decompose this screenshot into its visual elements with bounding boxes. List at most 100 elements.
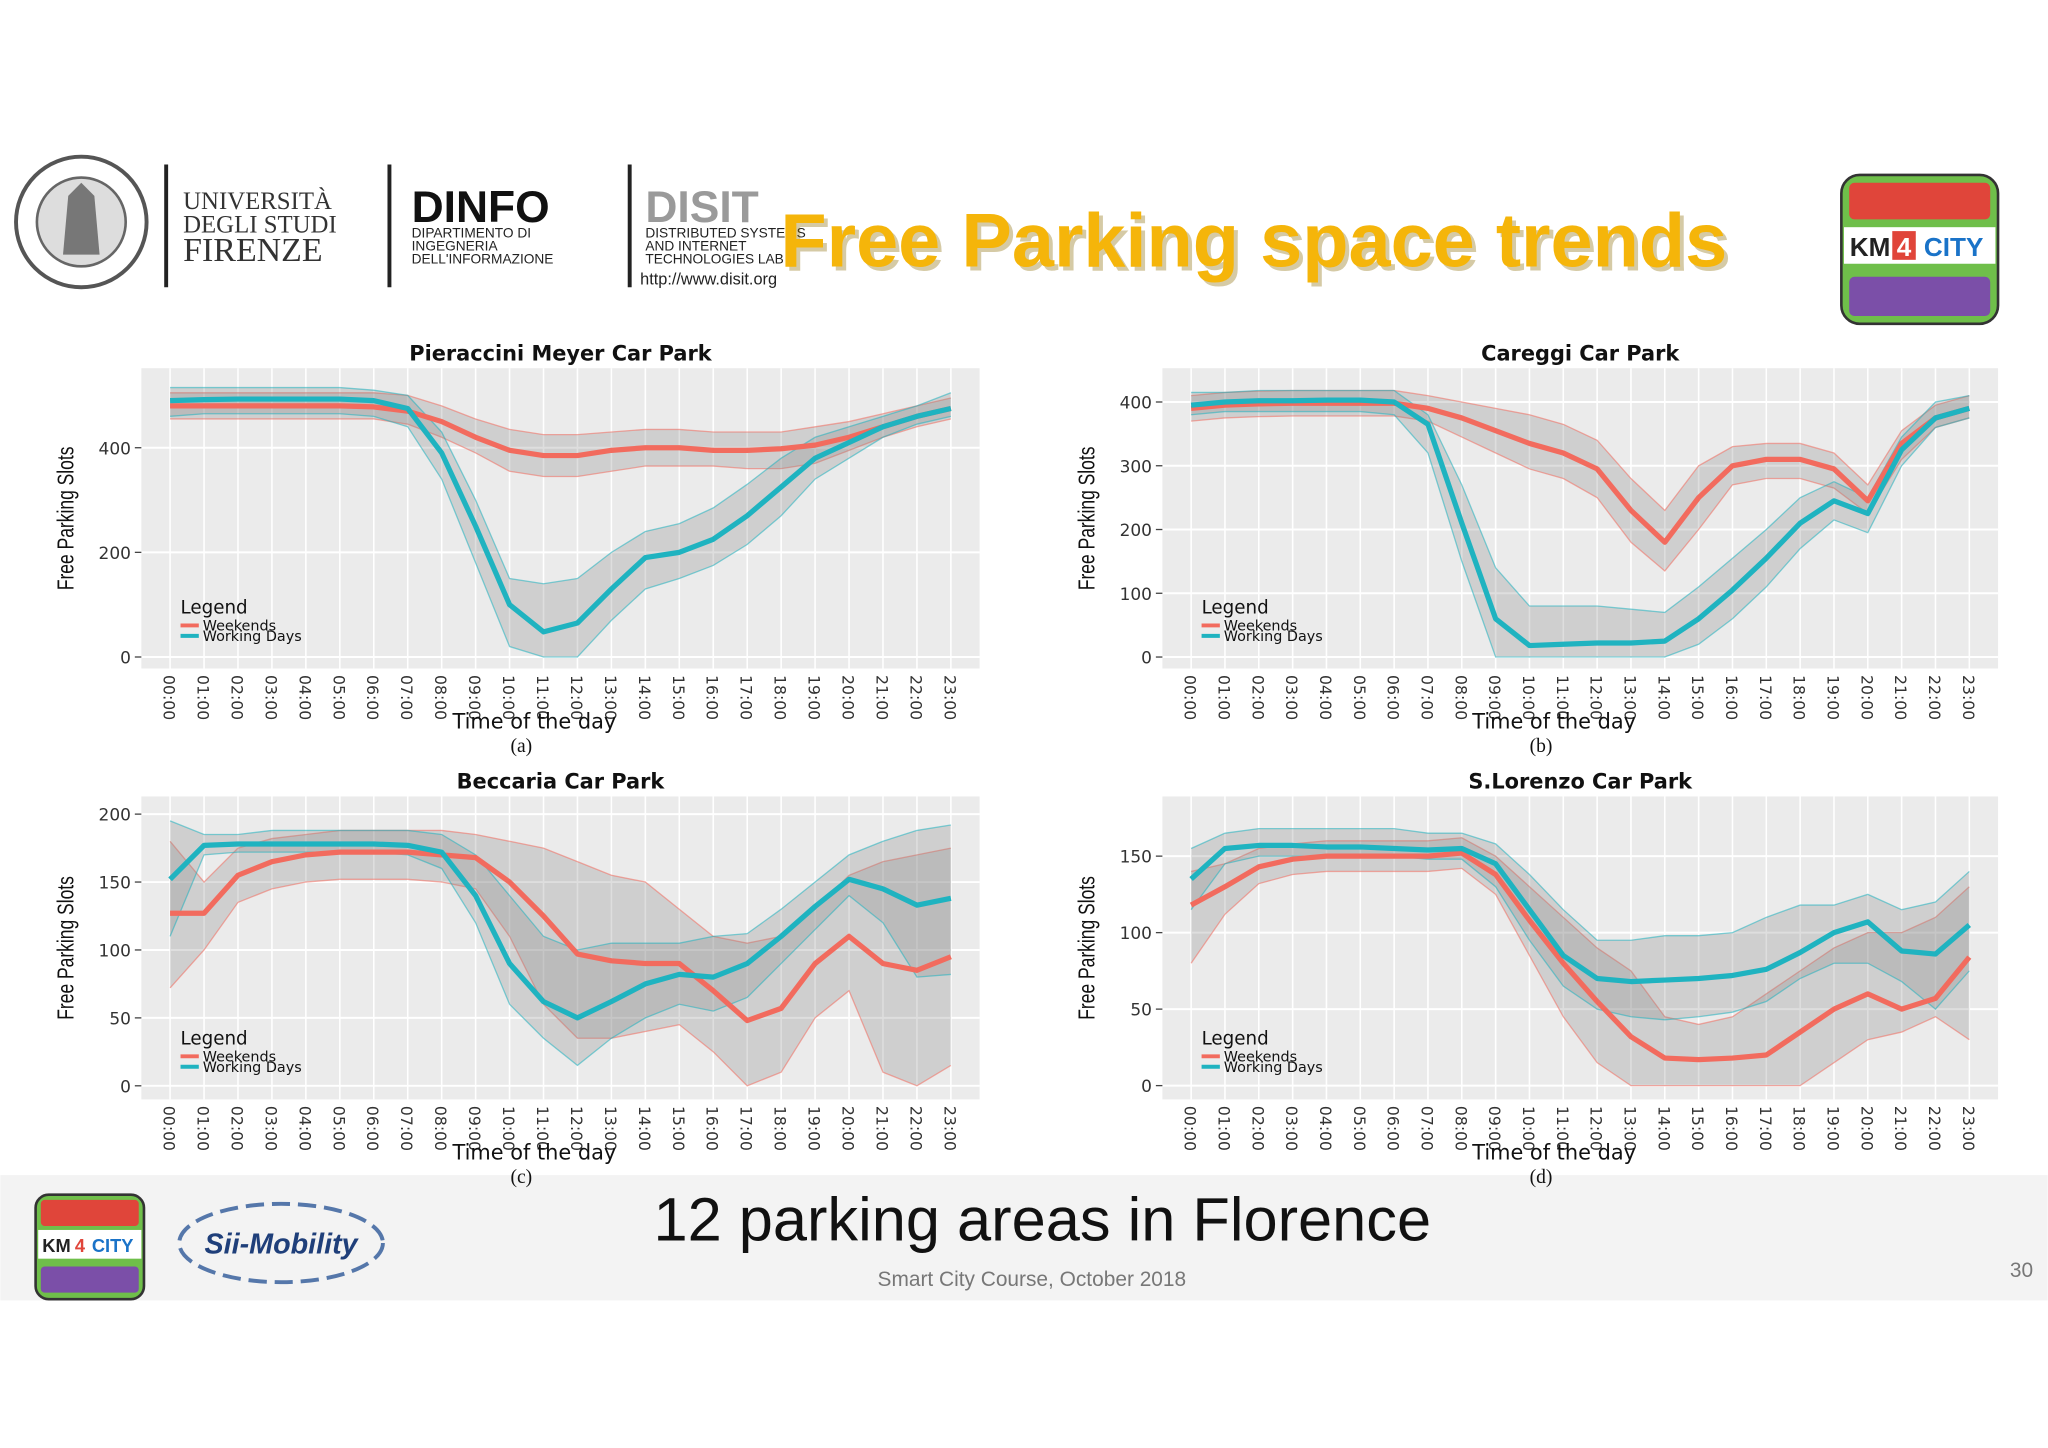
x-tick-label: 07:00 (1417, 675, 1436, 720)
x-tick-label: 00:00 (160, 675, 179, 720)
chart: Pieraccini Meyer Car Park 0 200 400 00:00 01:… (52, 341, 980, 757)
x-tick-label: 18:00 (771, 1106, 790, 1151)
y-tick-label: 100 (99, 941, 131, 961)
series-line (1190, 397, 1971, 649)
x-tick-label: 08:00 (431, 1106, 450, 1151)
x-tick-label: 10:00 (1519, 1106, 1538, 1151)
x-tick-label: 17:00 (737, 1106, 756, 1151)
logo-text: CITY (1924, 232, 1983, 262)
x-tick-label: 11:00 (1553, 1106, 1572, 1151)
x-tick-label: 02:00 (227, 1106, 246, 1151)
dinfo-line: DELL'INFORMAZIONE (412, 252, 554, 267)
chart-title: Pieraccini Meyer Car Park (409, 341, 713, 365)
x-tick-label: 11:00 (533, 1106, 552, 1151)
x-tick-label: 08:00 (431, 675, 450, 720)
x-tick-label: 10:00 (499, 675, 518, 720)
confidence-band (1191, 390, 1970, 571)
disit-name: DISIT (645, 183, 758, 232)
x-tick-label: 04:00 (1316, 1106, 1335, 1151)
x-tick-label: 08:00 (1451, 675, 1470, 720)
x-tick-label: 06:00 (1384, 1106, 1403, 1151)
disit-line: AND INTERNET (645, 239, 747, 254)
band-upper-edge (169, 820, 951, 951)
x-tick-label: 01:00 (194, 1106, 213, 1151)
x-tick-label: 19:00 (805, 1106, 824, 1151)
confidence-band (170, 830, 951, 1086)
x-tick-label: 01:00 (1214, 675, 1233, 720)
series-line (170, 396, 952, 635)
x-tick-label: 18:00 (771, 675, 790, 720)
x-tick-label: 04:00 (1316, 675, 1335, 720)
legend-label: Working Days (203, 629, 302, 645)
y-tick-label: 400 (1120, 394, 1152, 414)
x-tick-label: 18:00 (1790, 1106, 1809, 1151)
x-tick-label: 23:00 (940, 675, 959, 720)
x-tick-label: 22:00 (1925, 1106, 1944, 1151)
x-tick-label: 08:00 (1451, 1106, 1470, 1151)
band-upper-edge (170, 392, 952, 436)
x-tick-label: 02:00 (1248, 1106, 1267, 1151)
x-tick-label: 14:00 (1654, 1106, 1673, 1151)
chart-title: Beccaria Car Park (457, 770, 666, 794)
y-tick-label: 50 (1130, 1001, 1152, 1021)
x-tick-label: 05:00 (329, 1106, 348, 1151)
x-tick-label: 09:00 (1485, 1106, 1504, 1151)
band-upper-edge (170, 386, 952, 585)
x-tick-label: 11:00 (1553, 675, 1572, 720)
x-tick-label: 16:00 (1722, 1106, 1741, 1151)
y-axis-label: Free Parking Slots (52, 447, 78, 591)
page-number: 30 (2010, 1259, 2033, 1282)
x-tick-label: 20:00 (1857, 1106, 1876, 1151)
x-tick-label: 13:00 (1620, 1106, 1639, 1151)
confidence-band (1191, 390, 1970, 658)
x-tick-label: 22:00 (1925, 675, 1944, 720)
chart: Careggi Car Park 0 100 200 300 400 00:00 01:00 0… (1074, 341, 1999, 757)
chart-title: S.Lorenzo Car Park (1468, 770, 1693, 794)
band-lower-edge (170, 413, 952, 658)
x-tick-label: 14:00 (635, 675, 654, 720)
x-tick-label: 16:00 (703, 675, 722, 720)
x-tick-label: 01:00 (1214, 1106, 1233, 1151)
x-tick-label: 22:00 (906, 675, 925, 720)
series-line (168, 841, 952, 1021)
x-tick-label: 17:00 (1756, 675, 1775, 720)
x-tick-label: 07:00 (397, 675, 416, 720)
x-tick-label: 23:00 (940, 1106, 959, 1151)
plot-background (141, 368, 980, 669)
confidence-band (1191, 828, 1970, 1020)
x-tick-label: 13:00 (601, 675, 620, 720)
legend-title: Legend (181, 1029, 248, 1050)
charts: Pieraccini Meyer Car Park 0 200 400 00:00 01:… (52, 341, 1999, 1188)
y-tick-label: 50 (109, 1009, 131, 1029)
disit-line: TECHNOLOGIES LAB (645, 252, 783, 267)
x-tick-label: 18:00 (1790, 675, 1809, 720)
x-tick-label: 13:00 (601, 1106, 620, 1151)
y-tick-label: 0 (1141, 649, 1152, 669)
chart: S.Lorenzo Car Park 0 50 100 150 00:00 01:00 02:… (1074, 770, 1999, 1188)
title-shadow: Free Parking space trends (784, 202, 1731, 287)
y-axis-label: Free Parking Slots (52, 876, 78, 1020)
km4city-logo: KM 4 CITY (1840, 173, 2000, 326)
dinfo-line: INGEGNERIA (412, 239, 499, 254)
university-line: UNIVERSITÀ (183, 187, 332, 215)
x-tick-label: 16:00 (703, 1106, 722, 1151)
series-line (170, 403, 952, 459)
x-axis-label: Time of the day (451, 710, 616, 734)
x-tick-label: 02:00 (1248, 675, 1267, 720)
band-lower-edge (170, 418, 952, 478)
legend-label: Working Days (203, 1060, 302, 1076)
y-tick-label: 300 (1120, 457, 1152, 477)
x-tick-label: 09:00 (465, 1106, 484, 1151)
y-tick-label: 400 (99, 439, 131, 459)
x-tick-label: 21:00 (872, 675, 891, 720)
legend-label: Working Days (1224, 629, 1323, 645)
x-tick-label: 10:00 (499, 1106, 518, 1151)
y-axis-label: Free Parking Slots (1074, 447, 1100, 591)
x-tick-label: 12:00 (567, 675, 586, 720)
x-tick-label: 14:00 (1654, 675, 1673, 720)
band-lower-edge (169, 878, 952, 1087)
sii-mobility-logo: Sii-Mobility (204, 1228, 359, 1260)
band-upper-edge (1190, 837, 1970, 1026)
